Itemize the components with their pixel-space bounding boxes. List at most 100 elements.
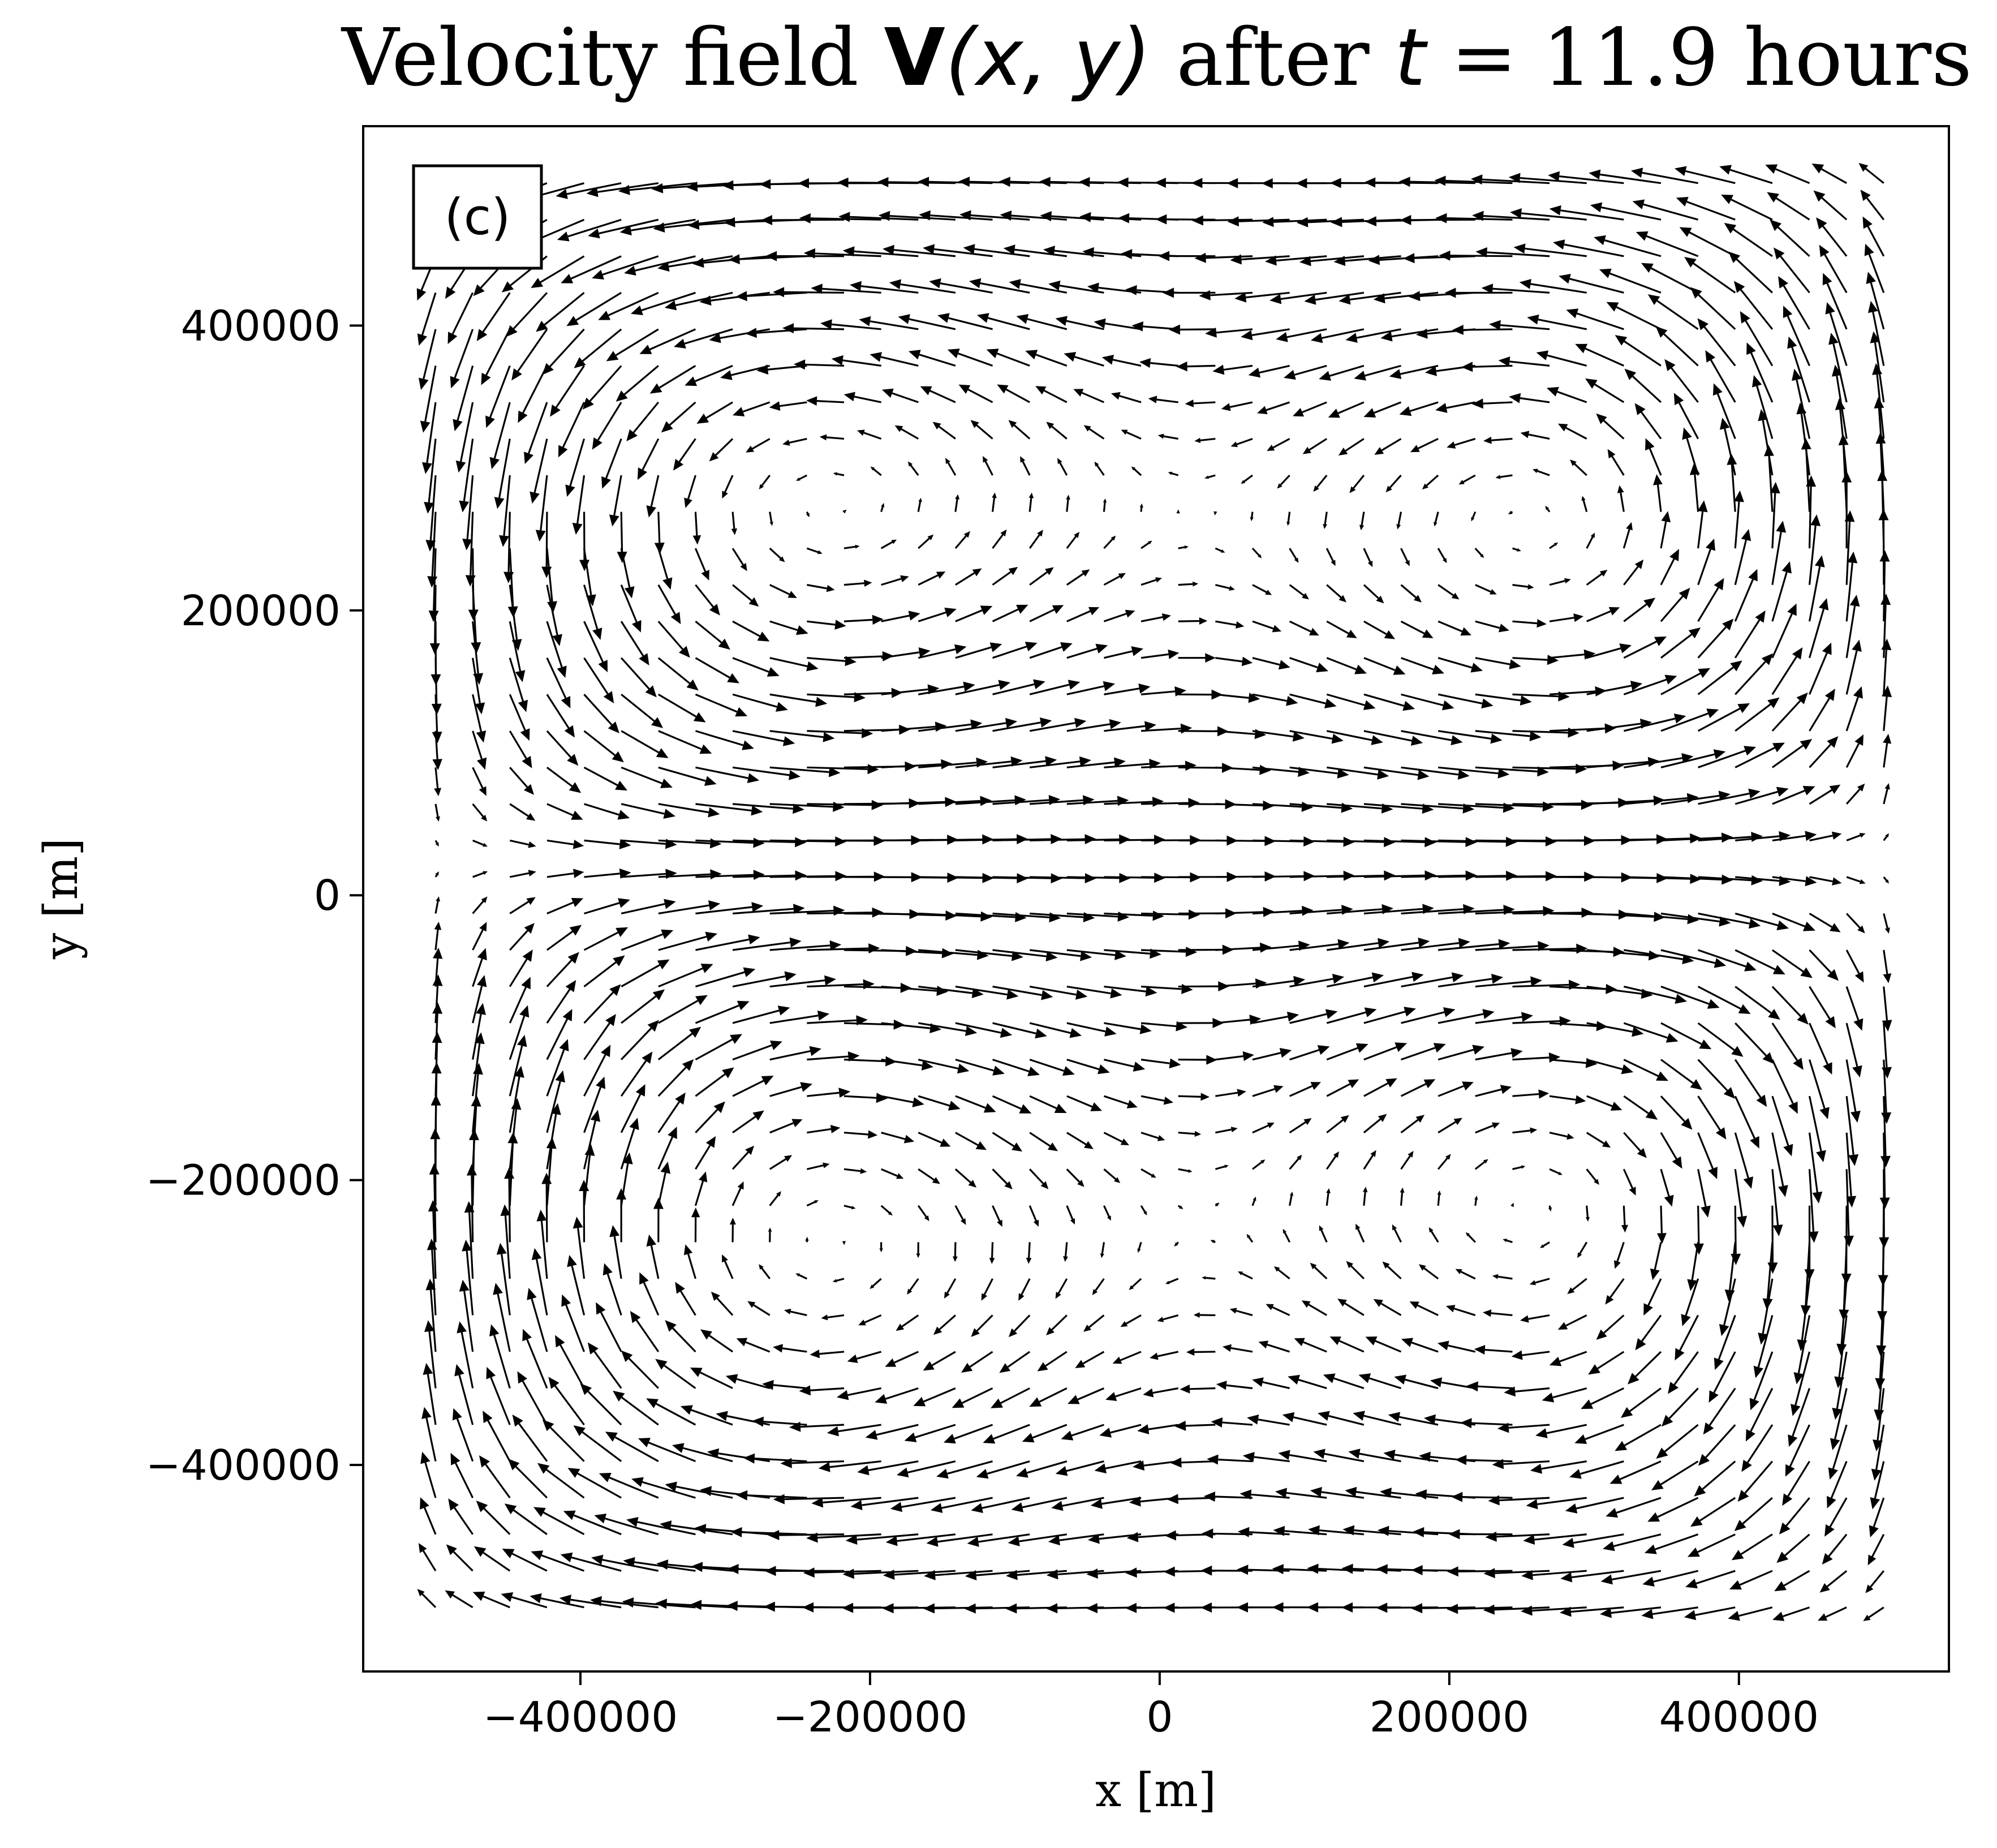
velocity-arrow	[1382, 1261, 1402, 1280]
velocity-arrow	[424, 439, 437, 514]
velocity-arrow	[1632, 199, 1699, 221]
velocity-arrow	[1728, 251, 1773, 294]
velocity-arrow	[1438, 1081, 1474, 1097]
velocity-arrow	[509, 767, 534, 795]
velocity-arrow	[1318, 1411, 1365, 1426]
velocity-arrow	[807, 1124, 841, 1134]
velocity-arrow	[1535, 1424, 1587, 1438]
velocity-arrow	[481, 329, 511, 385]
velocity-arrow	[530, 439, 548, 504]
velocity-arrow	[1025, 350, 1068, 367]
velocity-arrow	[878, 210, 956, 221]
velocity-arrow	[1660, 1132, 1682, 1169]
velocity-arrow	[1363, 766, 1430, 780]
velocity-arrow	[1679, 227, 1736, 257]
velocity-arrow	[1559, 273, 1624, 294]
velocity-arrow	[1808, 1095, 1826, 1163]
velocity-arrow	[1401, 837, 1477, 848]
velocity-arrow	[881, 1168, 904, 1179]
velocity-arrow	[1883, 733, 1892, 768]
velocity-arrow	[1687, 1533, 1736, 1557]
velocity-arrow	[1609, 1460, 1662, 1484]
title-prefix: Velocity field	[341, 12, 884, 104]
velocity-arrow	[447, 292, 474, 345]
velocity-arrow	[434, 803, 440, 822]
velocity-arrow	[1660, 790, 1731, 805]
velocity-arrow	[992, 679, 1045, 695]
velocity-arrow	[1647, 1497, 1699, 1522]
velocity-arrow	[769, 512, 773, 526]
velocity-arrow	[1731, 1533, 1773, 1561]
velocity-arrow	[1656, 1205, 1667, 1244]
velocity-arrow	[617, 512, 627, 564]
velocity-arrow	[1104, 1059, 1146, 1072]
velocity-arrow	[1289, 802, 1353, 813]
chart-title: Velocity field V(x, y) after t = 11.9 ho…	[341, 12, 1972, 104]
velocity-arrow	[1400, 1187, 1405, 1206]
velocity-arrow	[1275, 1488, 1327, 1499]
velocity-arrow	[918, 1022, 978, 1037]
velocity-arrow	[954, 1205, 966, 1225]
velocity-arrow	[1029, 1095, 1067, 1113]
velocity-arrow	[1325, 1151, 1339, 1170]
velocity-arrow	[1338, 291, 1401, 305]
velocity-arrow	[1310, 1262, 1328, 1280]
velocity-arrow	[537, 1463, 585, 1499]
velocity-arrow	[1140, 1168, 1156, 1178]
velocity-arrow	[1863, 1606, 1884, 1622]
velocity-arrow	[1492, 1459, 1550, 1469]
velocity-arrow	[746, 438, 771, 453]
velocity-arrow	[1016, 314, 1068, 330]
velocity-arrow	[1767, 1205, 1778, 1274]
velocity-arrow	[1623, 1095, 1658, 1120]
velocity-arrow	[986, 349, 1030, 367]
velocity-arrow	[472, 803, 488, 822]
velocity-arrow	[1492, 1274, 1513, 1280]
velocity-arrow	[1589, 169, 1662, 184]
velocity-arrow	[780, 1458, 845, 1468]
velocity-arrow	[709, 328, 770, 343]
velocity-arrow	[1660, 1095, 1693, 1130]
velocity-arrow	[421, 1407, 437, 1462]
plot-frame	[362, 125, 1950, 1673]
velocity-arrow	[1549, 205, 1624, 221]
velocity-arrow	[584, 839, 631, 849]
velocity-arrow	[881, 721, 947, 732]
velocity-arrow	[1211, 1417, 1253, 1428]
velocity-arrow	[421, 402, 437, 474]
velocity-arrow	[472, 948, 487, 987]
velocity-arrow	[546, 1009, 573, 1060]
velocity-arrow	[1400, 1151, 1414, 1170]
velocity-arrow	[1284, 364, 1327, 380]
velocity-arrow	[1252, 1377, 1290, 1390]
velocity-arrow	[1066, 531, 1080, 549]
velocity-arrow	[1121, 429, 1142, 440]
velocity-arrow	[675, 1282, 696, 1316]
velocity-arrow	[954, 1168, 977, 1188]
velocity-arrow	[583, 1045, 611, 1097]
velocity-arrow	[1792, 368, 1811, 439]
velocity-arrow	[1512, 763, 1587, 774]
velocity-arrow	[1158, 251, 1216, 261]
velocity-arrow	[450, 329, 474, 389]
velocity-arrow	[1327, 938, 1390, 951]
velocity-arrow	[657, 693, 706, 723]
velocity-arrow	[843, 1168, 867, 1174]
velocity-arrow	[592, 255, 659, 280]
velocity-arrow	[620, 657, 657, 698]
velocity-arrow	[733, 870, 807, 881]
velocity-arrow	[499, 475, 511, 547]
velocity-arrow	[1083, 425, 1105, 440]
velocity-arrow	[1883, 783, 1890, 805]
velocity-arrow	[803, 1567, 881, 1578]
velocity-arrow	[582, 365, 622, 410]
velocity-arrow	[546, 657, 571, 708]
velocity-arrow	[1383, 1449, 1439, 1463]
velocity-arrow	[420, 366, 437, 433]
velocity-arrow	[1636, 231, 1699, 257]
velocity-arrow	[1758, 1278, 1774, 1345]
velocity-arrow	[609, 475, 622, 527]
velocity-arrow	[485, 365, 511, 428]
velocity-arrow	[992, 756, 1057, 768]
velocity-arrow	[1808, 598, 1829, 659]
